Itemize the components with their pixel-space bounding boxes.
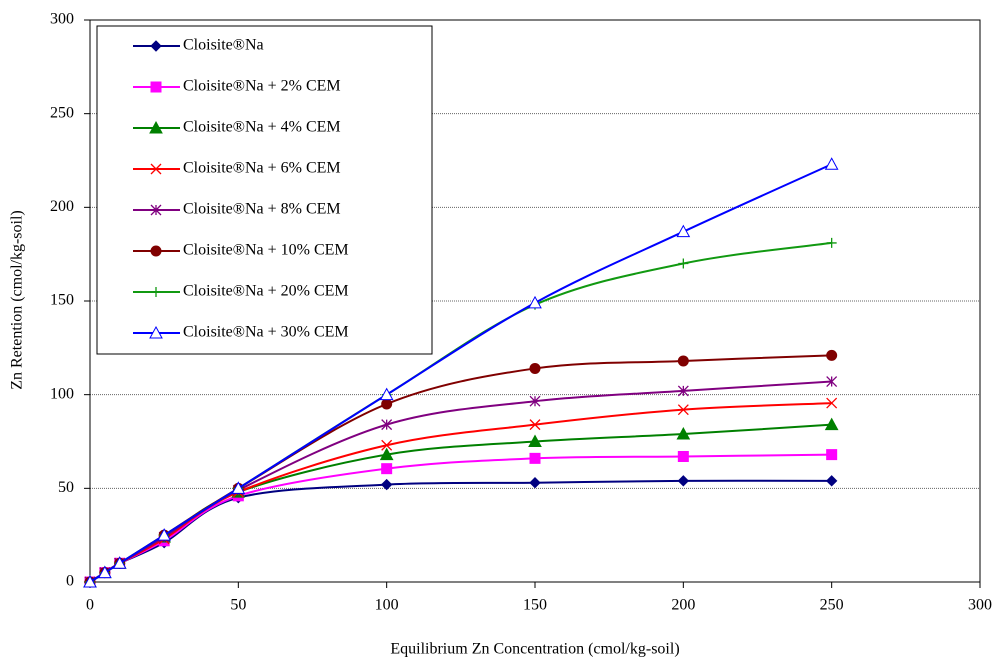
line (89, 402, 832, 583)
marker (157, 528, 172, 541)
marker (112, 556, 127, 569)
x-tick-label: 50 (230, 597, 246, 614)
marker (826, 237, 837, 248)
y-tick-label: 0 (66, 573, 74, 590)
x-tick-label: 100 (375, 597, 399, 614)
legend-label: Cloisite®Na + 2% CEM (183, 78, 341, 95)
legend: Cloisite®Na Cloisite®Na + 2% CEM Cloisite®… (96, 25, 433, 355)
y-tick-label: 200 (50, 198, 74, 215)
x-tick-label: 200 (671, 597, 695, 614)
y-tick-label: 300 (50, 11, 74, 28)
marker (150, 163, 162, 175)
marker (150, 245, 162, 257)
marker (529, 477, 541, 489)
y-tick-label: 50 (58, 479, 74, 496)
y-tick-label: 100 (50, 385, 74, 402)
marker (676, 224, 691, 238)
legend-label: Cloisite®Na + 6% CEM (183, 160, 341, 177)
line (89, 380, 832, 583)
marker (826, 449, 838, 461)
marker (826, 349, 838, 361)
series (84, 475, 838, 588)
legend-label: Cloisite®Na + 30% CEM (183, 324, 349, 341)
marker (150, 40, 162, 52)
marker (150, 81, 162, 93)
marker (83, 574, 97, 588)
legend-label: Cloisite®Na + 20% CEM (183, 283, 349, 300)
line (89, 423, 832, 583)
y-axis-title: Zn Retention (cmol/kg-soil) (9, 210, 26, 390)
marker (676, 426, 691, 440)
series (83, 157, 839, 588)
x-tick-label: 300 (968, 597, 992, 614)
marker (151, 287, 161, 297)
legend-label: Cloisite®Na + 10% CEM (183, 242, 349, 259)
marker (149, 120, 163, 134)
marker (824, 417, 839, 431)
x-axis-title: Equilibrium Zn Concentration (cmol/kg-so… (390, 641, 679, 658)
series (84, 397, 838, 588)
marker (97, 565, 112, 579)
y-tick-label: 250 (50, 104, 74, 121)
marker (529, 362, 541, 374)
marker (381, 419, 393, 431)
y-tick-label: 150 (50, 292, 74, 309)
series (84, 349, 838, 588)
x-tick-label: 150 (523, 597, 547, 614)
marker (529, 395, 541, 407)
marker (381, 463, 393, 475)
line (89, 479, 832, 583)
marker (825, 475, 838, 487)
marker (677, 475, 690, 487)
legend-label: Cloisite®Na (183, 37, 264, 54)
series (83, 417, 839, 588)
marker (231, 481, 246, 494)
legend-box (96, 25, 433, 355)
marker (677, 450, 689, 462)
marker (677, 404, 689, 416)
plot-area (89, 19, 981, 583)
marker (677, 355, 689, 367)
marker (150, 204, 162, 216)
marker (380, 478, 393, 491)
marker (826, 376, 838, 388)
marker (826, 397, 838, 409)
marker (379, 387, 394, 401)
line (89, 453, 832, 583)
legend-label: Cloisite®Na + 8% CEM (183, 201, 341, 218)
x-tick-label: 0 (86, 597, 94, 614)
legend-label: Cloisite®Na + 4% CEM (183, 119, 341, 136)
marker (381, 398, 393, 410)
marker (677, 385, 689, 397)
marker (379, 447, 394, 461)
x-tick-label: 250 (820, 597, 844, 614)
marker (528, 434, 542, 447)
marker (528, 295, 542, 309)
marker (678, 258, 689, 269)
marker (381, 439, 393, 451)
marker (149, 325, 163, 339)
marker (529, 452, 541, 464)
marker (824, 157, 839, 170)
marker (529, 419, 541, 431)
